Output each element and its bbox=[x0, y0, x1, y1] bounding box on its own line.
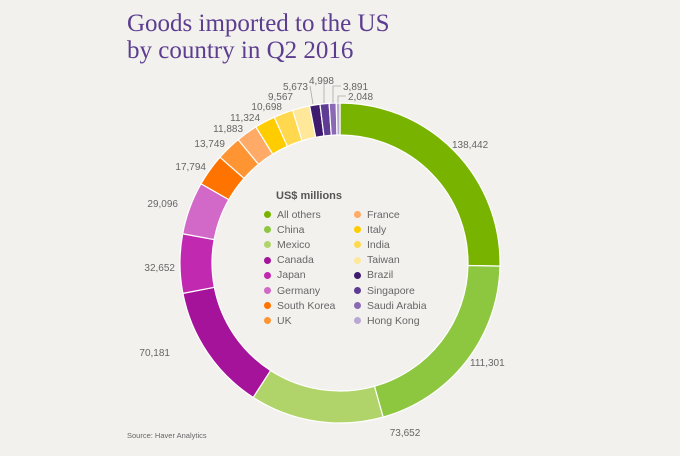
data-label: 11,324 bbox=[230, 113, 260, 124]
data-label: 32,652 bbox=[144, 263, 175, 274]
legend-title: US$ millions bbox=[276, 190, 343, 202]
legend-label: Japan bbox=[277, 269, 306, 282]
legend-label: UK bbox=[277, 314, 292, 327]
legend-label: South Korea bbox=[277, 299, 336, 312]
legend-item: Japan bbox=[264, 268, 354, 283]
data-label: 5,673 bbox=[283, 82, 308, 93]
legend-swatch bbox=[354, 302, 361, 310]
leader-line bbox=[332, 85, 341, 103]
legend-label: Hong Kong bbox=[367, 314, 420, 327]
data-label: 4,998 bbox=[309, 76, 334, 87]
data-label: 73,652 bbox=[390, 428, 421, 439]
legend-label: Germany bbox=[277, 284, 321, 297]
slice-hong-kong bbox=[335, 102, 341, 136]
data-label: 11,883 bbox=[213, 124, 243, 135]
legend-label: Canada bbox=[277, 254, 314, 267]
legend-label: India bbox=[367, 238, 390, 251]
slice-canada bbox=[182, 286, 272, 399]
legend-label: France bbox=[367, 208, 400, 221]
legend-swatch bbox=[354, 317, 361, 325]
legend: US$ millions All others China Mexico Canada… bbox=[264, 190, 444, 329]
legend-swatch bbox=[354, 226, 361, 234]
chart-title: Goods imported to the US by country in Q… bbox=[127, 10, 390, 64]
legend-item: UK bbox=[264, 313, 354, 328]
legend-swatch bbox=[264, 226, 271, 234]
legend-label: All others bbox=[277, 208, 321, 221]
title-line-2: by country in Q2 2016 bbox=[127, 37, 354, 64]
legend-label: China bbox=[277, 223, 305, 236]
legend-swatch bbox=[264, 241, 271, 249]
legend-label: Mexico bbox=[277, 238, 311, 251]
data-label: 70,181 bbox=[139, 348, 170, 359]
legend-swatch bbox=[264, 271, 271, 279]
legend-item: All others bbox=[264, 207, 354, 222]
slice-japan bbox=[179, 233, 216, 295]
data-label: 111,301 bbox=[470, 358, 505, 369]
data-label: 2,048 bbox=[348, 92, 373, 103]
legend-item: Mexico bbox=[264, 237, 354, 252]
data-label: 3,891 bbox=[343, 82, 368, 93]
legend-item: India bbox=[354, 237, 444, 252]
legend-label: Italy bbox=[367, 223, 387, 236]
legend-item: Taiwan bbox=[354, 253, 444, 268]
source-note: Source: Haver Analytics bbox=[127, 431, 207, 440]
leader-line bbox=[337, 95, 346, 103]
data-label: 138,442 bbox=[452, 140, 489, 151]
data-label: 9,567 bbox=[268, 92, 293, 103]
legend-item: Canada bbox=[264, 253, 354, 268]
legend-swatch bbox=[354, 287, 361, 295]
legend-label: Taiwan bbox=[367, 254, 400, 267]
legend-swatch bbox=[264, 287, 271, 295]
legend-swatch bbox=[264, 317, 271, 325]
legend-item: France bbox=[354, 207, 444, 222]
legend-swatch bbox=[264, 211, 271, 219]
legend-swatch bbox=[354, 271, 361, 279]
slice-mexico bbox=[252, 369, 384, 424]
legend-swatch bbox=[264, 302, 271, 310]
legend-label: Singapore bbox=[367, 284, 415, 297]
data-label: 13,749 bbox=[194, 139, 225, 150]
legend-item: Brazil bbox=[354, 268, 444, 283]
legend-item: Germany bbox=[264, 283, 354, 298]
legend-item: South Korea bbox=[264, 298, 354, 313]
legend-swatch bbox=[354, 256, 361, 264]
legend-item: Italy bbox=[354, 222, 444, 237]
data-label: 10,698 bbox=[251, 102, 282, 113]
data-label: 29,096 bbox=[147, 199, 178, 210]
legend-label: Brazil bbox=[367, 269, 394, 282]
legend-item: China bbox=[264, 222, 354, 237]
leader-line bbox=[309, 85, 314, 105]
title-line-1: Goods imported to the US bbox=[127, 10, 390, 37]
data-label: 17,794 bbox=[175, 162, 206, 173]
legend-swatch bbox=[354, 241, 361, 249]
legend-item: Hong Kong bbox=[354, 313, 444, 328]
legend-label: Saudi Arabia bbox=[367, 299, 427, 312]
legend-swatch bbox=[354, 211, 361, 219]
legend-item: Saudi Arabia bbox=[354, 298, 444, 313]
legend-swatch bbox=[264, 256, 271, 264]
legend-item: Singapore bbox=[354, 283, 444, 298]
